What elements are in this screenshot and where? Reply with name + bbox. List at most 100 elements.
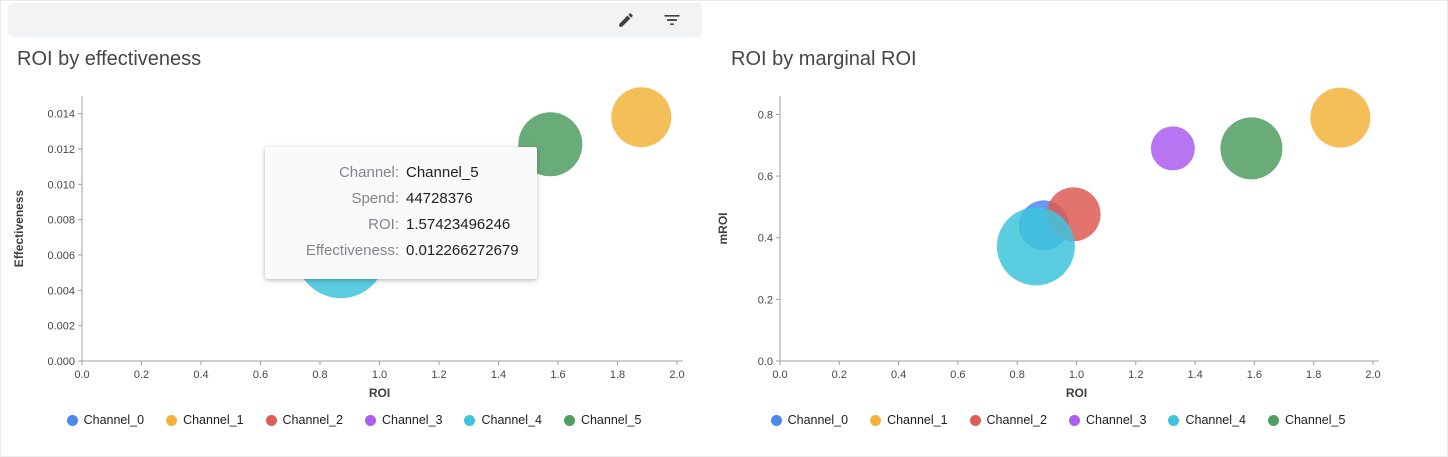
legend-label: Channel_1 (183, 413, 244, 427)
legend-dot (1168, 414, 1180, 426)
legend-item-Channel_2[interactable]: Channel_2 (265, 413, 343, 427)
legend-dot (1267, 414, 1279, 426)
legend-label: Channel_5 (1284, 413, 1346, 427)
legend-label: Channel_1 (887, 413, 948, 427)
x-tick-label: 1.0 (1069, 369, 1084, 381)
tooltip-label: Channel: (338, 164, 399, 181)
legend-label: Channel_2 (282, 413, 343, 427)
x-tick-label: 1.6 (1247, 369, 1262, 381)
legend-label: Channel_4 (481, 413, 542, 427)
x-axis-title: ROI (369, 386, 390, 400)
chart-title-roi-marginal-roi: ROI by marginal ROI (731, 48, 917, 70)
y-tick-label: 0.012 (47, 144, 75, 156)
tooltip-label: Effectiveness: (305, 242, 399, 259)
legend-dot (870, 414, 882, 426)
x-tick-label: 1.4 (491, 369, 506, 381)
legend-dot (464, 414, 476, 426)
bubble-Channel_5[interactable] (1220, 117, 1283, 180)
x-tick-label: 0.0 (772, 369, 787, 381)
edit-icon (617, 11, 635, 29)
legend-dot (563, 414, 575, 426)
bubble-chart-roi-marginal-roi[interactable]: 0.0 0.2 0.4 0.6 0.8 1.0 1.2 1.4 1.6 1.8 2.0 0.0 0.2 0… (713, 86, 1403, 406)
filter-button[interactable] (656, 4, 688, 36)
tooltip-value: 44728376 (406, 190, 473, 207)
legend-item-Channel_3[interactable]: Channel_3 (365, 413, 442, 427)
tooltip-label: Spend: (351, 190, 399, 207)
legend-item-Channel_1[interactable]: Channel_1 (870, 413, 948, 427)
legend-dot (969, 414, 981, 426)
filter-list-icon (662, 10, 682, 30)
x-tick-label: 0.0 (74, 369, 89, 381)
tooltip-value: 1.57423496246 (406, 216, 511, 233)
legend-dot (1069, 414, 1080, 426)
x-tick-label: 0.4 (193, 369, 208, 381)
edit-button[interactable] (610, 4, 642, 36)
legend-roi-marginal-roi: Channel_0 Channel_1 Channel_2 Channel_3 Chan… (713, 413, 1403, 427)
bubble-Channel_1[interactable] (1310, 87, 1371, 148)
y-tick-label: 0.4 (758, 233, 773, 245)
legend-roi-effectiveness: Channel_0 Channel_1 Channel_2 Channel_3 Chan… (9, 413, 699, 427)
x-tick-label: 2.0 (669, 369, 684, 381)
y-axis-title: mROI (716, 212, 730, 244)
legend-label: Channel_4 (1185, 413, 1246, 427)
legend-item-Channel_5[interactable]: Channel_5 (1267, 413, 1346, 427)
legend-item-Channel_4[interactable]: Channel_4 (464, 413, 542, 427)
y-tick-label: 0.006 (47, 250, 75, 262)
x-tick-label: 2.0 (1365, 369, 1380, 381)
legend-label: Channel_0 (787, 413, 849, 427)
x-tick-label: 0.6 (253, 369, 268, 381)
legend-item-Channel_1[interactable]: Channel_1 (166, 413, 244, 427)
bubble-Channel_3[interactable] (1150, 126, 1195, 171)
bubble-Channel_4[interactable] (996, 207, 1075, 286)
x-tick-label: 1.2 (1128, 369, 1143, 381)
x-tick-label: 1.4 (1187, 369, 1202, 381)
x-tick-label: 1.8 (610, 369, 625, 381)
x-tick-label: 1.8 (1306, 369, 1321, 381)
y-tick-label: 0.004 (47, 285, 75, 297)
legend-dot (365, 414, 376, 426)
tooltip-value: Channel_5 (406, 164, 479, 181)
y-axis-title: Effectiveness (12, 189, 26, 267)
card-toolbar (8, 3, 702, 37)
x-tick-label: 0.4 (891, 369, 906, 381)
legend-dot (66, 414, 78, 426)
x-tick-label: 0.6 (950, 369, 965, 381)
legend-label: Channel_0 (83, 413, 145, 427)
legend-item-Channel_5[interactable]: Channel_5 (563, 413, 642, 427)
legend-item-Channel_2[interactable]: Channel_2 (969, 413, 1047, 427)
legend-item-Channel_3[interactable]: Channel_3 (1069, 413, 1146, 427)
legend-label: Channel_3 (1086, 413, 1147, 427)
y-tick-label: 0.014 (47, 109, 75, 121)
legend-dot (166, 414, 178, 426)
x-tick-label: 1.0 (372, 369, 387, 381)
legend-dot (265, 414, 277, 426)
y-tick-label: 0.8 (758, 109, 773, 121)
x-tick-label: 1.6 (550, 369, 565, 381)
tooltip-value: 0.012266272679 (406, 242, 519, 259)
x-tick-label: 0.2 (134, 369, 149, 381)
y-tick-label: 0.2 (758, 294, 773, 306)
legend-label: Channel_2 (986, 413, 1047, 427)
x-tick-label: 1.2 (431, 369, 446, 381)
chart-tooltip: Channel: Channel_5 Spend: 44728376 ROI: … (265, 147, 537, 279)
y-tick-label: 0.6 (758, 171, 773, 183)
bubble-Channel_1[interactable] (611, 87, 672, 148)
legend-dot (770, 414, 782, 426)
y-tick-label: 0.010 (47, 179, 75, 191)
tooltip-label: ROI: (368, 216, 399, 233)
y-tick-label: 0.0 (758, 356, 773, 368)
x-axis-title: ROI (1066, 386, 1087, 400)
y-tick-label: 0.000 (47, 356, 75, 368)
legend-label: Channel_5 (580, 413, 642, 427)
legend-item-Channel_0[interactable]: Channel_0 (770, 413, 849, 427)
legend-label: Channel_3 (382, 413, 443, 427)
y-tick-label: 0.002 (47, 321, 75, 333)
chart-title-roi-effectiveness: ROI by effectiveness (17, 48, 202, 70)
legend-item-Channel_4[interactable]: Channel_4 (1168, 413, 1246, 427)
x-tick-label: 0.8 (1010, 369, 1025, 381)
legend-item-Channel_0[interactable]: Channel_0 (66, 413, 145, 427)
x-tick-label: 0.8 (312, 369, 327, 381)
y-tick-label: 0.008 (47, 215, 75, 227)
x-tick-label: 0.2 (832, 369, 847, 381)
